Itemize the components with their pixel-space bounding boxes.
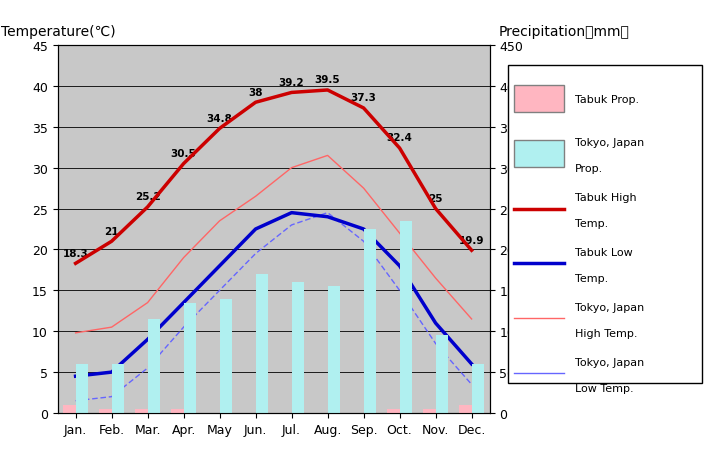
Bar: [256, 274, 268, 413]
Text: 39.2: 39.2: [279, 78, 305, 88]
Bar: [99, 409, 112, 413]
Bar: [148, 319, 160, 413]
Bar: [423, 409, 436, 413]
Bar: [292, 283, 304, 413]
Text: 32.4: 32.4: [387, 133, 413, 143]
Text: 38: 38: [248, 87, 263, 97]
Bar: [76, 364, 88, 413]
Text: 34.8: 34.8: [207, 113, 233, 123]
Text: 19.9: 19.9: [459, 235, 485, 245]
Text: Tabuk Prop.: Tabuk Prop.: [575, 95, 639, 104]
Bar: [171, 409, 184, 413]
Text: 30.5: 30.5: [171, 149, 197, 158]
Text: Low Temp.: Low Temp.: [575, 384, 633, 393]
Text: 25: 25: [428, 193, 443, 203]
Text: 18.3: 18.3: [63, 248, 89, 258]
Text: 21: 21: [104, 226, 119, 236]
Bar: [63, 405, 76, 413]
Bar: [400, 221, 412, 413]
Text: 39.5: 39.5: [315, 75, 341, 85]
Text: Tabuk High: Tabuk High: [575, 192, 636, 202]
Text: High Temp.: High Temp.: [575, 329, 637, 339]
Text: Temperature(℃): Temperature(℃): [1, 25, 116, 39]
Text: Precipitation（mm）: Precipitation（mm）: [498, 25, 629, 39]
Text: Prop.: Prop.: [575, 164, 603, 174]
Bar: [135, 409, 148, 413]
Bar: [112, 364, 124, 413]
Text: 25.2: 25.2: [135, 192, 161, 202]
Text: Tokyo, Japan: Tokyo, Japan: [575, 302, 644, 312]
FancyBboxPatch shape: [508, 66, 701, 384]
Bar: [220, 299, 232, 413]
Bar: [436, 336, 448, 413]
Bar: [184, 303, 196, 413]
Text: Tokyo, Japan: Tokyo, Japan: [575, 357, 644, 367]
Bar: [459, 405, 472, 413]
FancyBboxPatch shape: [514, 141, 564, 168]
Bar: [364, 230, 376, 413]
Text: Tabuk Low: Tabuk Low: [575, 247, 632, 257]
Text: Tokyo, Japan: Tokyo, Japan: [575, 138, 644, 148]
Bar: [472, 364, 484, 413]
Text: 37.3: 37.3: [351, 93, 377, 103]
Text: Temp.: Temp.: [575, 274, 608, 284]
Bar: [387, 409, 400, 413]
Bar: [328, 286, 340, 413]
Text: Temp.: Temp.: [575, 219, 608, 229]
FancyBboxPatch shape: [514, 86, 564, 112]
